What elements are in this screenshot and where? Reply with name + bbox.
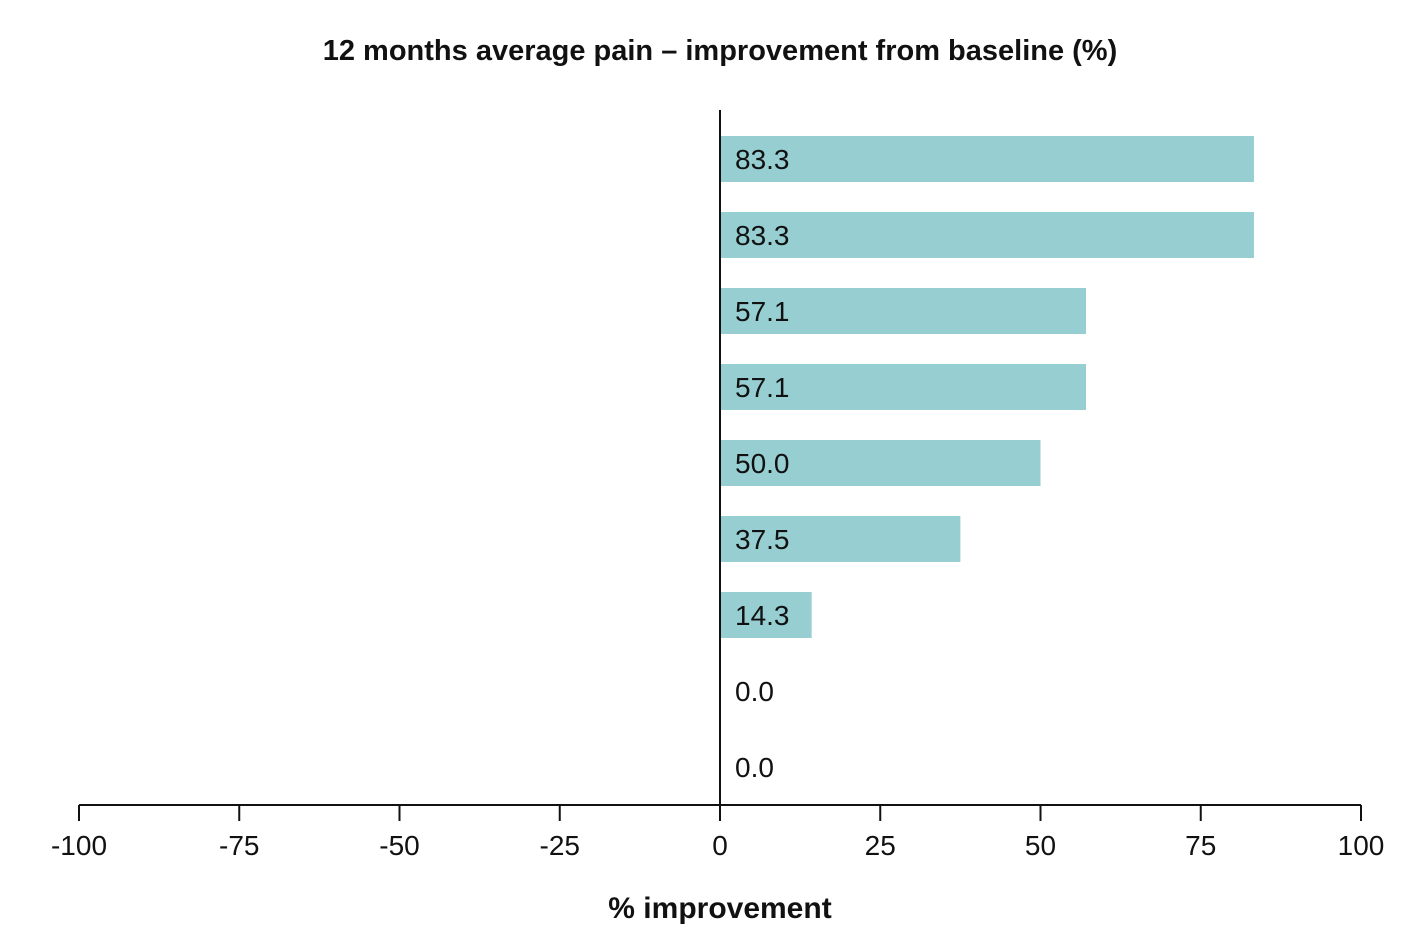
bar xyxy=(720,212,1254,258)
bar-value-label: 83.3 xyxy=(735,220,790,251)
bar xyxy=(720,592,812,638)
bar xyxy=(720,288,1087,334)
bar-value-label: 14.3 xyxy=(735,600,790,631)
x-tick-label: -25 xyxy=(540,830,580,861)
bar-value-label: 0.0 xyxy=(735,752,774,783)
x-axis-label: % improvement xyxy=(608,892,831,925)
x-tick-label: 75 xyxy=(1185,830,1216,861)
bar-value-label: 37.5 xyxy=(735,524,790,555)
x-tick-label: -100 xyxy=(51,830,107,861)
value-labels-layer: 83.3 83.3 57.1 57.1 50.0 37.5 14.3 0.0 0.0 xyxy=(735,144,790,783)
x-tick-label: 50 xyxy=(1025,830,1056,861)
x-tick-label: -75 xyxy=(219,830,259,861)
bar xyxy=(720,136,1254,182)
x-tick-label: -50 xyxy=(379,830,419,861)
bar xyxy=(720,364,1087,410)
bars-layer xyxy=(720,136,1254,638)
bar xyxy=(720,440,1041,486)
bar-value-label: 57.1 xyxy=(735,296,790,327)
bar-value-label: 0.0 xyxy=(735,676,774,707)
bar-value-label: 50.0 xyxy=(735,448,790,479)
bar-value-label: 57.1 xyxy=(735,372,790,403)
x-axis: -100 -75 -50 -25 0 25 50 75 100 xyxy=(51,804,1385,861)
bar xyxy=(720,516,961,562)
chart-title: 12 months average pain – improvement fro… xyxy=(323,35,1118,67)
x-tick-label: 0 xyxy=(712,830,728,861)
bar-value-label: 83.3 xyxy=(735,144,790,175)
x-tick-label: 25 xyxy=(865,830,896,861)
x-tick-label: 100 xyxy=(1338,830,1385,861)
